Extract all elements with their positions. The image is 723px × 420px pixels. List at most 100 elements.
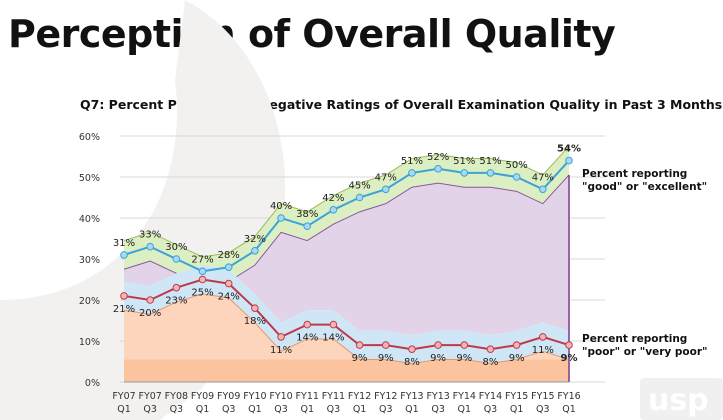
data-point: [252, 248, 259, 255]
data-point: [409, 346, 416, 353]
data-point: [225, 280, 232, 287]
y-tick-label: 40%: [79, 214, 100, 225]
data-label: 18%: [244, 316, 266, 327]
data-label: 33%: [139, 230, 161, 241]
data-label: 25%: [191, 288, 213, 299]
data-point: [356, 194, 363, 201]
x-tick-label: FY09: [191, 391, 214, 402]
data-point: [199, 276, 206, 283]
data-point: [356, 342, 363, 349]
x-tick-label: FY14: [479, 391, 502, 402]
x-tick-label: Q3: [379, 404, 393, 415]
x-tick-label: FY07: [112, 391, 135, 402]
data-label: 11%: [532, 345, 554, 356]
x-tick-label: Q3: [170, 404, 184, 415]
data-label: 28%: [218, 250, 240, 261]
data-label: 47%: [532, 172, 554, 183]
data-label: 42%: [322, 193, 344, 204]
data-point: [435, 166, 442, 173]
data-point: [540, 186, 547, 193]
x-tick-label: FY07: [138, 391, 161, 402]
x-tick-label: Q1: [117, 404, 131, 415]
x-tick-label: FY10: [243, 391, 266, 402]
x-tick-label: Q3: [274, 404, 288, 415]
data-label: 20%: [139, 308, 161, 319]
x-tick-label: FY10: [269, 391, 292, 402]
y-tick-label: 20%: [79, 296, 100, 307]
data-label: 8%: [483, 357, 499, 368]
data-label: 9%: [430, 353, 446, 364]
series-label: Percent reporting: [582, 168, 687, 180]
data-point: [566, 342, 573, 349]
data-point: [173, 284, 180, 291]
data-label: 51%: [453, 156, 475, 167]
data-point: [252, 305, 259, 312]
series-label: Percent reporting: [582, 333, 687, 345]
data-point: [409, 170, 416, 177]
x-tick-label: FY11: [296, 391, 319, 402]
data-point: [461, 342, 468, 349]
y-tick-label: 0%: [85, 378, 100, 389]
x-tick-label: FY16: [557, 391, 580, 402]
data-point: [278, 334, 285, 341]
data-point: [278, 215, 285, 222]
x-tick-label: Q3: [484, 404, 498, 415]
data-point: [330, 321, 337, 328]
data-point: [121, 252, 128, 259]
data-point: [199, 268, 206, 275]
y-tick-label: 60%: [79, 132, 100, 143]
data-point: [382, 342, 389, 349]
data-label: 52%: [427, 152, 449, 163]
x-tick-label: FY13: [426, 391, 449, 402]
data-label: 40%: [270, 201, 292, 212]
x-tick-label: FY13: [400, 391, 423, 402]
data-label: 9%: [456, 353, 472, 364]
data-label: 45%: [348, 181, 370, 192]
x-tick-label: Q1: [196, 404, 210, 415]
data-label: 11%: [270, 345, 292, 356]
x-tick-label: Q1: [300, 404, 314, 415]
data-label: 14%: [322, 333, 344, 344]
floor-band: [124, 359, 569, 382]
data-label: 47%: [375, 172, 397, 183]
data-point: [330, 207, 337, 214]
data-label: 32%: [244, 234, 266, 245]
data-point: [487, 170, 494, 177]
x-tick-label: FY12: [374, 391, 397, 402]
data-label: 14%: [296, 333, 318, 344]
logo-text: usp: [648, 383, 709, 418]
series-label: "poor" or "very poor": [582, 346, 707, 358]
data-label: 54%: [557, 144, 581, 155]
data-point: [304, 321, 311, 328]
x-tick-label: FY08: [165, 391, 188, 402]
data-point: [304, 223, 311, 230]
data-label: 21%: [113, 304, 135, 315]
data-point: [225, 264, 232, 271]
x-tick-label: Q1: [510, 404, 524, 415]
data-point: [513, 342, 520, 349]
x-tick-label: FY14: [453, 391, 476, 402]
data-label: 38%: [296, 209, 318, 220]
data-point: [147, 243, 154, 250]
data-label: 31%: [113, 238, 135, 249]
x-tick-label: Q1: [458, 404, 472, 415]
x-tick-label: Q3: [431, 404, 445, 415]
x-tick-label: FY12: [348, 391, 371, 402]
x-tick-label: Q1: [405, 404, 419, 415]
x-tick-label: Q3: [222, 404, 236, 415]
data-label: 9%: [378, 353, 394, 364]
x-tick-label: FY11: [322, 391, 345, 402]
data-point: [382, 186, 389, 193]
x-tick-label: FY09: [217, 391, 240, 402]
y-tick-label: 30%: [79, 255, 100, 266]
x-tick-label: Q1: [562, 404, 576, 415]
y-tick-label: 50%: [79, 173, 100, 184]
data-label: 24%: [218, 292, 240, 303]
data-point: [435, 342, 442, 349]
data-point: [566, 157, 573, 164]
data-point: [147, 297, 154, 304]
data-label: 27%: [191, 254, 213, 265]
x-tick-label: FY15: [531, 391, 554, 402]
data-point: [540, 334, 547, 341]
data-label: 9%: [352, 353, 368, 364]
